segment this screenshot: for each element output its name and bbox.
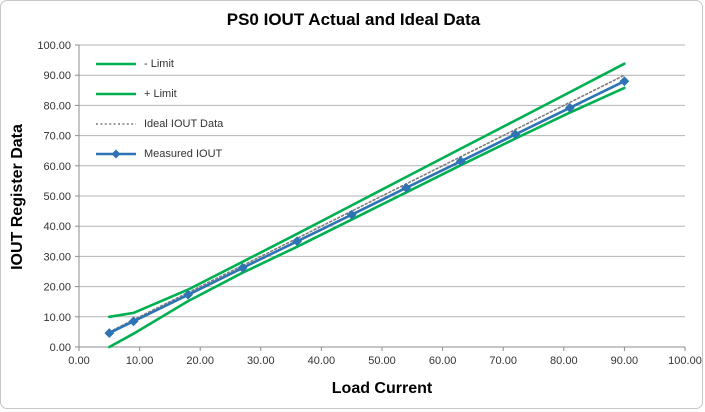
x-tick-label: 80.00: [550, 355, 578, 367]
y-tick-label: 100.00: [37, 40, 71, 52]
y-tick-label: 10.00: [43, 312, 71, 324]
legend-label: Ideal IOUT Data: [144, 118, 224, 130]
legend-label: + Limit: [144, 88, 177, 100]
y-tick-label: 90.00: [43, 70, 71, 82]
x-tick-label: 20.00: [186, 355, 214, 367]
legend-item-limit: + Limit: [96, 79, 223, 109]
data-point-marker: [104, 328, 115, 339]
data-point-marker: [292, 236, 303, 247]
y-tick-label: 80.00: [43, 100, 71, 112]
legend-item-measured-iout: Measured IOUT: [96, 139, 223, 169]
x-tick-label: 90.00: [611, 355, 639, 367]
legend-label: - Limit: [144, 58, 174, 70]
legend-swatch-icon: [96, 62, 136, 66]
legend-swatch-icon: [96, 123, 136, 125]
data-point-marker: [564, 102, 575, 113]
legend-item-limit: - Limit: [96, 49, 223, 79]
series-line-limit: [108, 62, 626, 319]
y-tick-label: 30.00: [43, 251, 71, 263]
chart-title: PS0 IOUT Actual and Ideal Data: [226, 10, 481, 29]
data-point-marker: [237, 262, 248, 273]
data-point-marker: [401, 182, 412, 193]
y-tick-label: 70.00: [43, 131, 71, 143]
x-tick-label: 100.00: [668, 355, 702, 367]
x-tick-label: 0.00: [68, 355, 89, 367]
x-tick-label: 40.00: [308, 355, 336, 367]
x-tick-label: 60.00: [429, 355, 457, 367]
x-axis-title: Load Current: [331, 380, 433, 397]
x-tick-label: 50.00: [368, 355, 396, 367]
legend: - Limit + Limit Ideal IOUT Data Measured IO…: [96, 49, 223, 169]
y-axis-title: IOUT Register Data: [9, 124, 26, 270]
x-tick-label: 70.00: [489, 355, 517, 367]
legend-item-ideal-iout-data: Ideal IOUT Data: [96, 109, 223, 139]
y-tick-label: 40.00: [43, 221, 71, 233]
x-tick-label: 30.00: [247, 355, 275, 367]
legend-label: Measured IOUT: [144, 148, 223, 160]
y-tick-label: 50.00: [43, 191, 71, 203]
legend-swatch-icon: [96, 92, 136, 96]
x-tick-label: 10.00: [126, 355, 154, 367]
data-point-marker: [619, 76, 630, 87]
y-tick-label: 60.00: [43, 161, 71, 173]
data-point-marker: [183, 289, 193, 300]
legend-swatch-icon: [96, 149, 136, 159]
data-point-marker: [346, 209, 357, 220]
y-tick-label: 20.00: [43, 282, 71, 294]
data-point-marker: [510, 129, 521, 140]
data-point-marker: [128, 316, 139, 327]
data-point-marker: [455, 156, 466, 167]
y-tick-label: 0.00: [50, 342, 71, 354]
